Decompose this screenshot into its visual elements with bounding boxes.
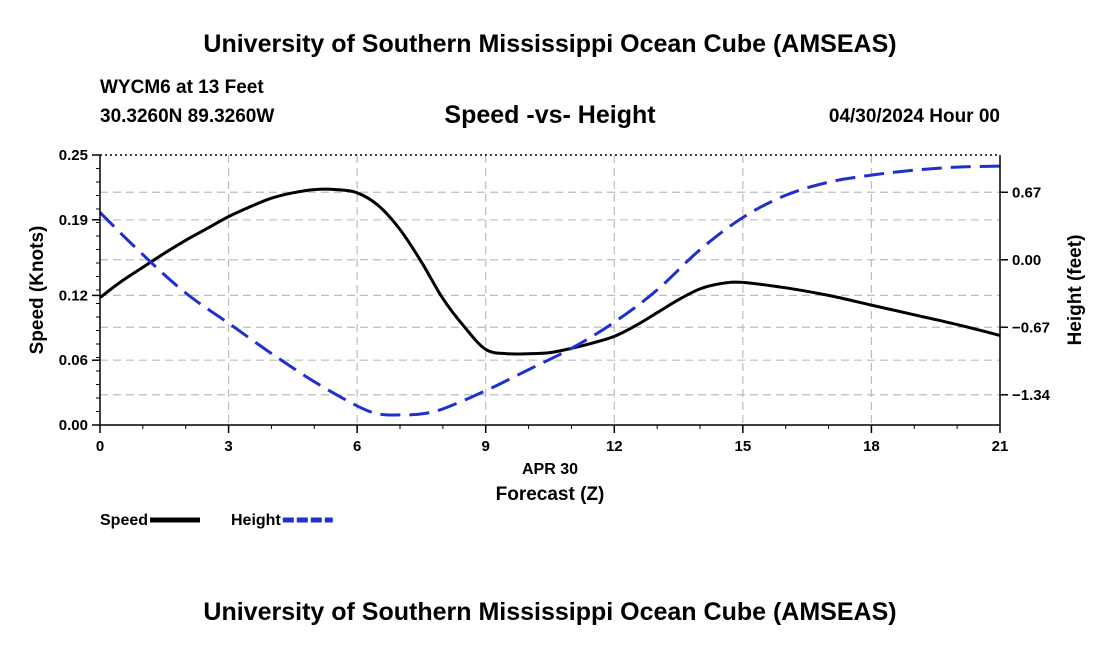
x-axis-title: Forecast (Z) <box>496 484 605 505</box>
x-tick-label: 18 <box>863 438 880 455</box>
chart-title: University of Southern Mississippi Ocean… <box>203 30 897 58</box>
chart-subtitle: Speed -vs- Height <box>444 101 656 129</box>
x-tick-label: 15 <box>735 438 752 455</box>
legend-label-height: Height <box>231 512 281 529</box>
x-tick-label: 0 <box>96 438 104 455</box>
y-tick-label: 0.00 <box>59 417 88 434</box>
coordinates-label: 30.3260N 89.3260W <box>100 106 275 127</box>
y-tick-label: 0.06 <box>59 352 88 369</box>
footer-title: University of Southern Mississippi Ocean… <box>203 598 897 626</box>
x-tick-label: 9 <box>482 438 490 455</box>
y-tick-label: 0.12 <box>59 287 88 304</box>
station-label: WYCM6 at 13 Feet <box>100 77 264 98</box>
y-tick-label: 0.19 <box>59 212 88 229</box>
axes <box>92 154 1008 433</box>
legend-label-speed: Speed <box>100 512 148 529</box>
forecast-datetime: 04/30/2024 Hour 00 <box>828 106 1000 127</box>
x-tick-label: 12 <box>606 438 623 455</box>
x-tick-label: 3 <box>224 438 232 455</box>
y-tick-label: 0.25 <box>59 147 88 164</box>
x-date-label: APR 30 <box>522 461 578 478</box>
y2-tick-label: −1.34 <box>1012 387 1051 404</box>
series-height-line <box>98 164 1001 417</box>
y2-axis-title: Height (feet) <box>1065 235 1086 346</box>
grid <box>100 155 1000 425</box>
series-speed-line <box>99 187 1001 356</box>
series-lines <box>98 164 1001 417</box>
y-axis-title: Speed (Knots) <box>27 226 48 355</box>
x-tick-label: 6 <box>353 438 361 455</box>
y2-tick-label: 0.67 <box>1012 184 1041 201</box>
axis-labels: 0 3 6 9 12 15 18 21 0.00 0.06 0.12 0.19 0.25 0.67 0.00… <box>27 147 1086 505</box>
y2-tick-label: 0.00 <box>1012 252 1041 269</box>
x-tick-label: 21 <box>992 438 1009 455</box>
y2-tick-label: −0.67 <box>1012 319 1050 336</box>
legend: Speed Height <box>100 512 333 529</box>
